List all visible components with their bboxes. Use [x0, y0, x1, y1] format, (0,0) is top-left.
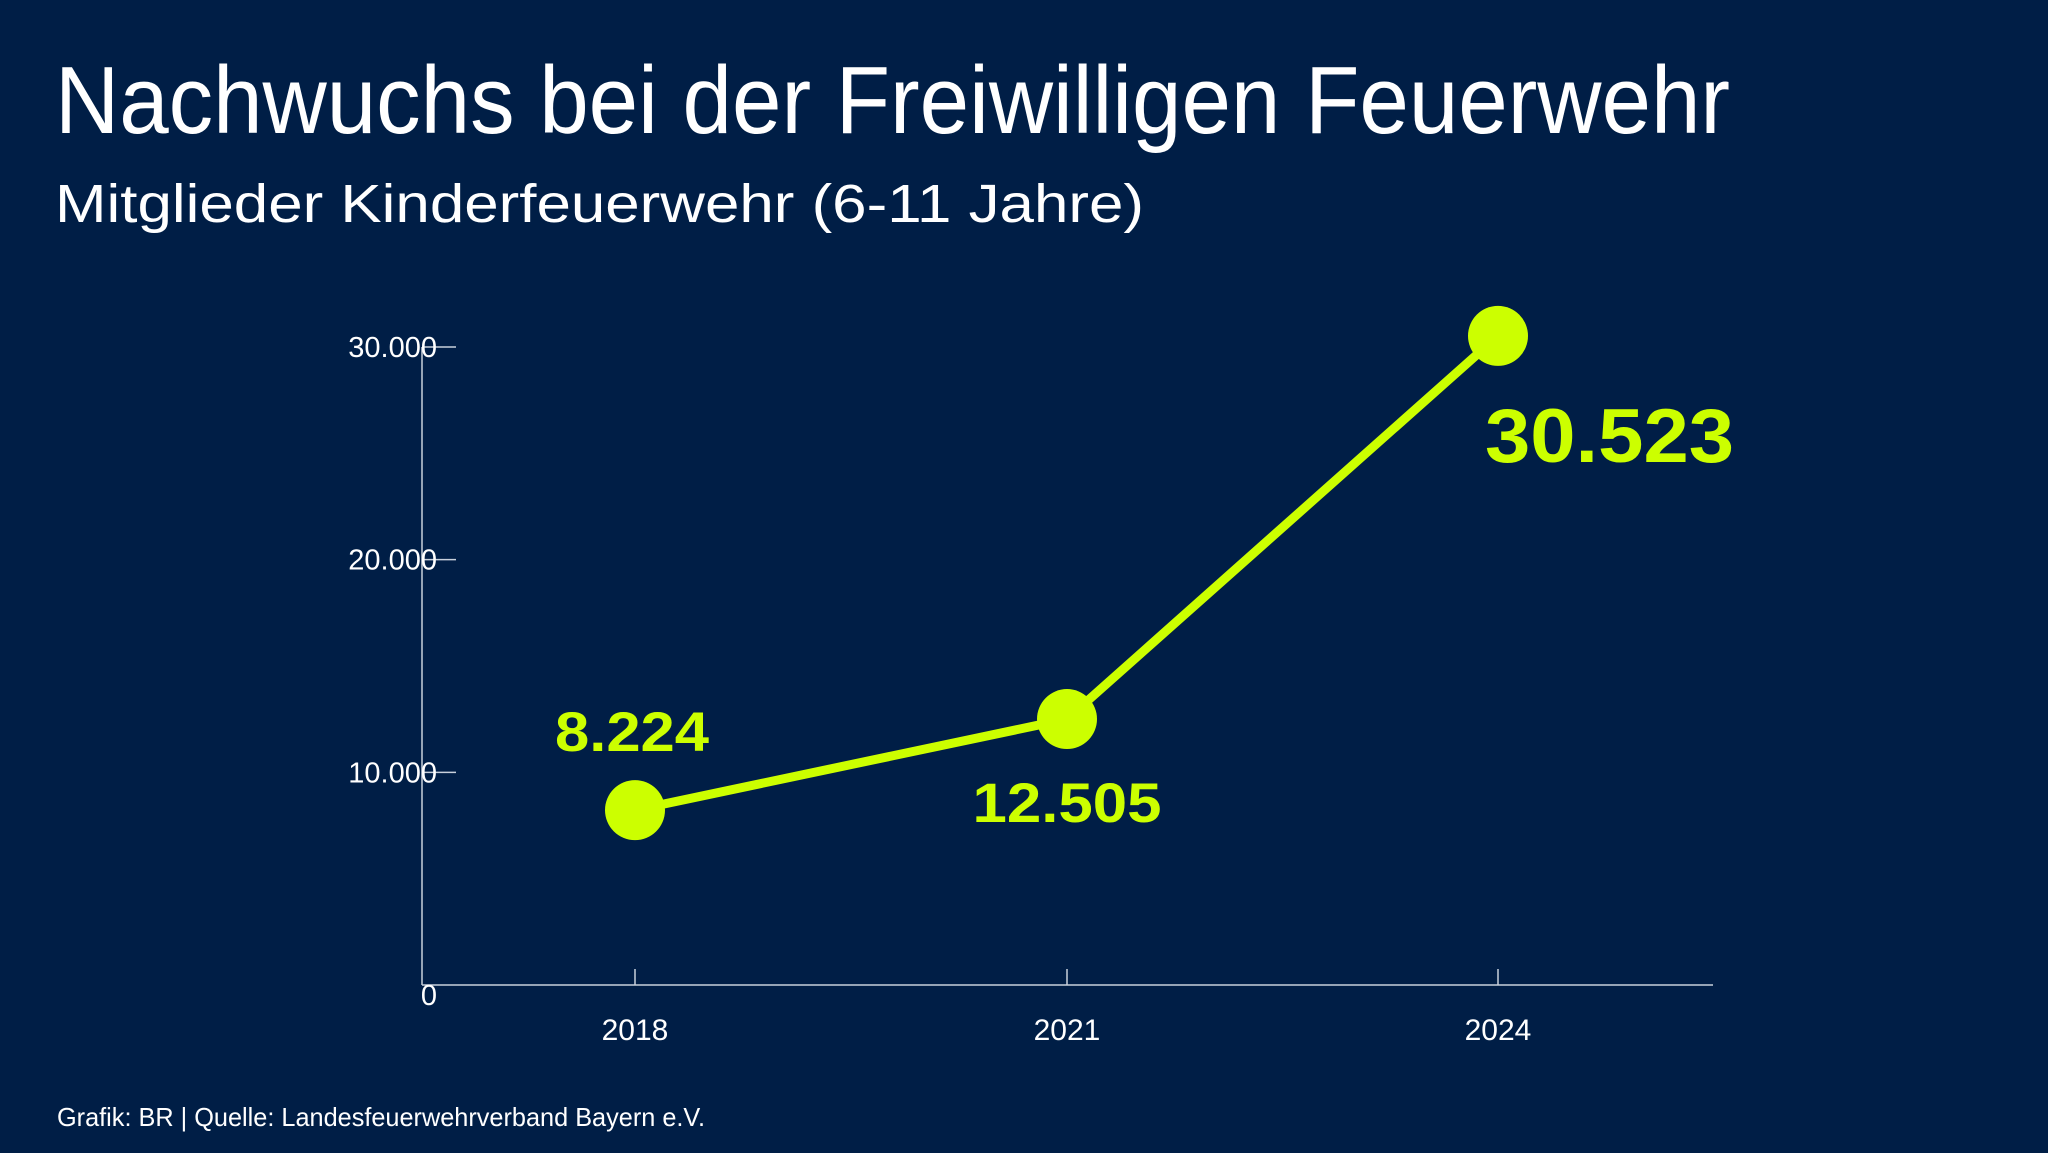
y-tick-label: 10.000 [348, 757, 437, 789]
source-footer: Grafik: BR | Quelle: Landesfeuerwehrverb… [57, 1102, 705, 1132]
y-tick-label: 20.000 [348, 545, 437, 577]
chart-subtitle: Mitglieder Kinderfeuerwehr (6-11 Jahre) [55, 174, 1144, 234]
y-tick-label: 0 [421, 980, 437, 1012]
y-tick-label: 30.000 [348, 332, 437, 364]
data-point [1468, 305, 1528, 366]
plot-area: 0 10.000 20.000 30.000 2018 2021 2024 8.224 12.5… [348, 305, 1734, 1047]
x-tick-label: 2018 [602, 1014, 669, 1047]
data-label: 30.523 [1485, 394, 1734, 479]
x-tick-label: 2024 [1465, 1014, 1532, 1047]
data-point [1037, 689, 1097, 750]
data-label: 8.224 [555, 700, 709, 763]
data-point [605, 780, 665, 841]
chart-title: Nachwuchs bei der Freiwilligen Feuerwehr [55, 47, 1730, 154]
data-label: 12.505 [973, 771, 1162, 834]
x-tick-label: 2021 [1034, 1014, 1101, 1047]
